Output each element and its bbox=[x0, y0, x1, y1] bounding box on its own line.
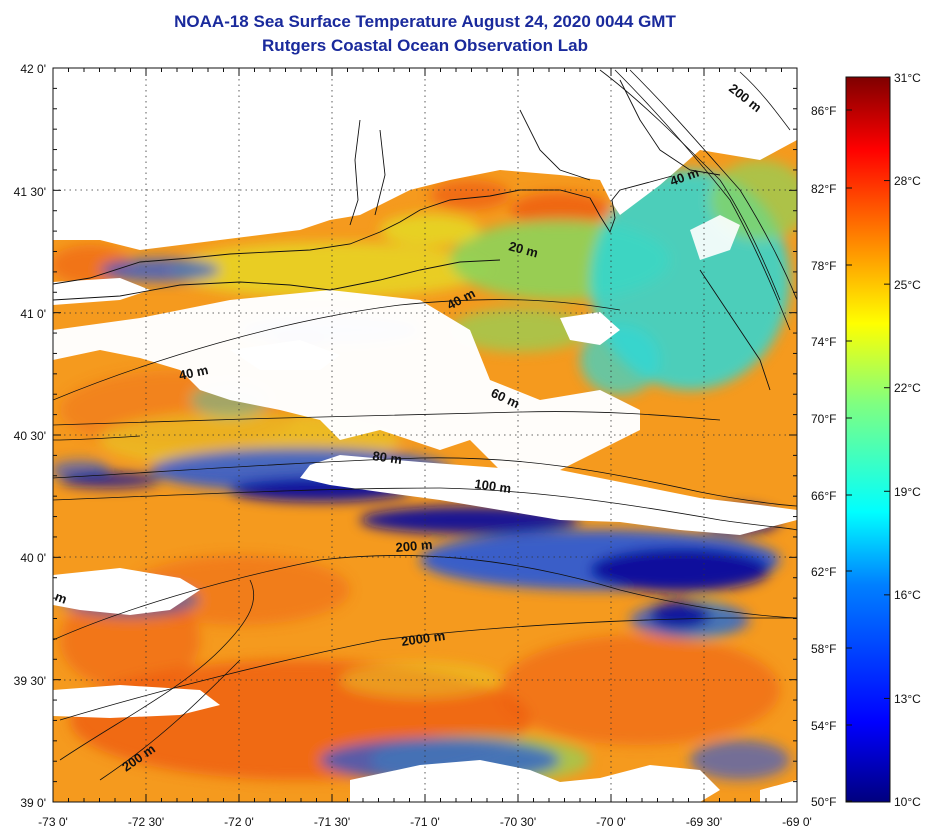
contour-label: 20 m bbox=[507, 238, 540, 260]
fahrenheit-label: 82°F bbox=[811, 182, 836, 196]
sst-map bbox=[53, 68, 797, 802]
celsius-labels: 31°C 28°C 25°C 22°C 19°C 16°C 13°C 10°C bbox=[894, 71, 921, 809]
latitude-labels: 42 0' 41 30' 41 0' 40 30' 40 0' 39 30' 3… bbox=[14, 62, 46, 810]
lat-label: 40 30' bbox=[14, 429, 46, 443]
graticule bbox=[53, 68, 797, 802]
celsius-label: 28°C bbox=[894, 174, 921, 188]
celsius-label: 16°C bbox=[894, 588, 921, 602]
celsius-label: 31°C bbox=[894, 71, 921, 85]
fahrenheit-label: 50°F bbox=[811, 795, 836, 809]
colorbar-gradient bbox=[845, 76, 891, 803]
lat-label: 39 0' bbox=[20, 796, 46, 810]
lon-label: -69 30' bbox=[686, 815, 722, 829]
contour-label: 80 m bbox=[372, 448, 403, 467]
contour-label: 40 m bbox=[178, 362, 210, 383]
map-subtitle: Rutgers Coastal Ocean Observation Lab bbox=[262, 36, 588, 55]
fahrenheit-label: 70°F bbox=[811, 412, 836, 426]
contour-label: 100 m bbox=[474, 476, 513, 496]
fahrenheit-label: 74°F bbox=[811, 335, 836, 349]
contour-label: 2000 m bbox=[400, 628, 446, 649]
lat-label: 40 0' bbox=[20, 551, 46, 565]
celsius-label: 19°C bbox=[894, 485, 921, 499]
celsius-label: 10°C bbox=[894, 795, 921, 809]
fahrenheit-label: 78°F bbox=[811, 259, 836, 273]
lon-label: -69 0' bbox=[782, 815, 812, 829]
lon-label: -70 30' bbox=[500, 815, 536, 829]
lon-label: -70 0' bbox=[596, 815, 626, 829]
fahrenheit-label: 86°F bbox=[811, 104, 836, 118]
lon-label: -71 0' bbox=[410, 815, 440, 829]
colorbar-ticks bbox=[846, 76, 890, 803]
lat-label: 42 0' bbox=[20, 62, 46, 76]
frame-ticks bbox=[52, 67, 798, 803]
celsius-label: 13°C bbox=[894, 692, 921, 706]
lat-label: 39 30' bbox=[14, 674, 46, 688]
contour-label: 200 m bbox=[395, 537, 433, 555]
colorbar: 31°C 28°C 25°C 22°C 19°C 16°C 13°C 10°C … bbox=[811, 71, 921, 809]
lat-label: 41 0' bbox=[20, 307, 46, 321]
celsius-label: 25°C bbox=[894, 278, 921, 292]
lon-label: -72 30' bbox=[128, 815, 164, 829]
lon-label: -72 0' bbox=[224, 815, 254, 829]
fahrenheit-label: 54°F bbox=[811, 719, 836, 733]
coastline bbox=[53, 79, 771, 391]
fahrenheit-label: 62°F bbox=[811, 565, 836, 579]
lat-label: 41 30' bbox=[14, 185, 46, 199]
map-title: NOAA-18 Sea Surface Temperature August 2… bbox=[174, 12, 676, 31]
lon-label: -71 30' bbox=[314, 815, 350, 829]
celsius-label: 22°C bbox=[894, 381, 921, 395]
fahrenheit-labels: 86°F 82°F 78°F 74°F 70°F 66°F 62°F 58°F … bbox=[811, 104, 836, 809]
fahrenheit-label: 58°F bbox=[811, 642, 836, 656]
fahrenheit-label: 66°F bbox=[811, 489, 836, 503]
lon-label: -73 0' bbox=[38, 815, 68, 829]
longitude-labels: -73 0' -72 30' -72 0' -71 30' -71 0' -70… bbox=[38, 815, 812, 829]
contour-label: m bbox=[53, 589, 69, 607]
